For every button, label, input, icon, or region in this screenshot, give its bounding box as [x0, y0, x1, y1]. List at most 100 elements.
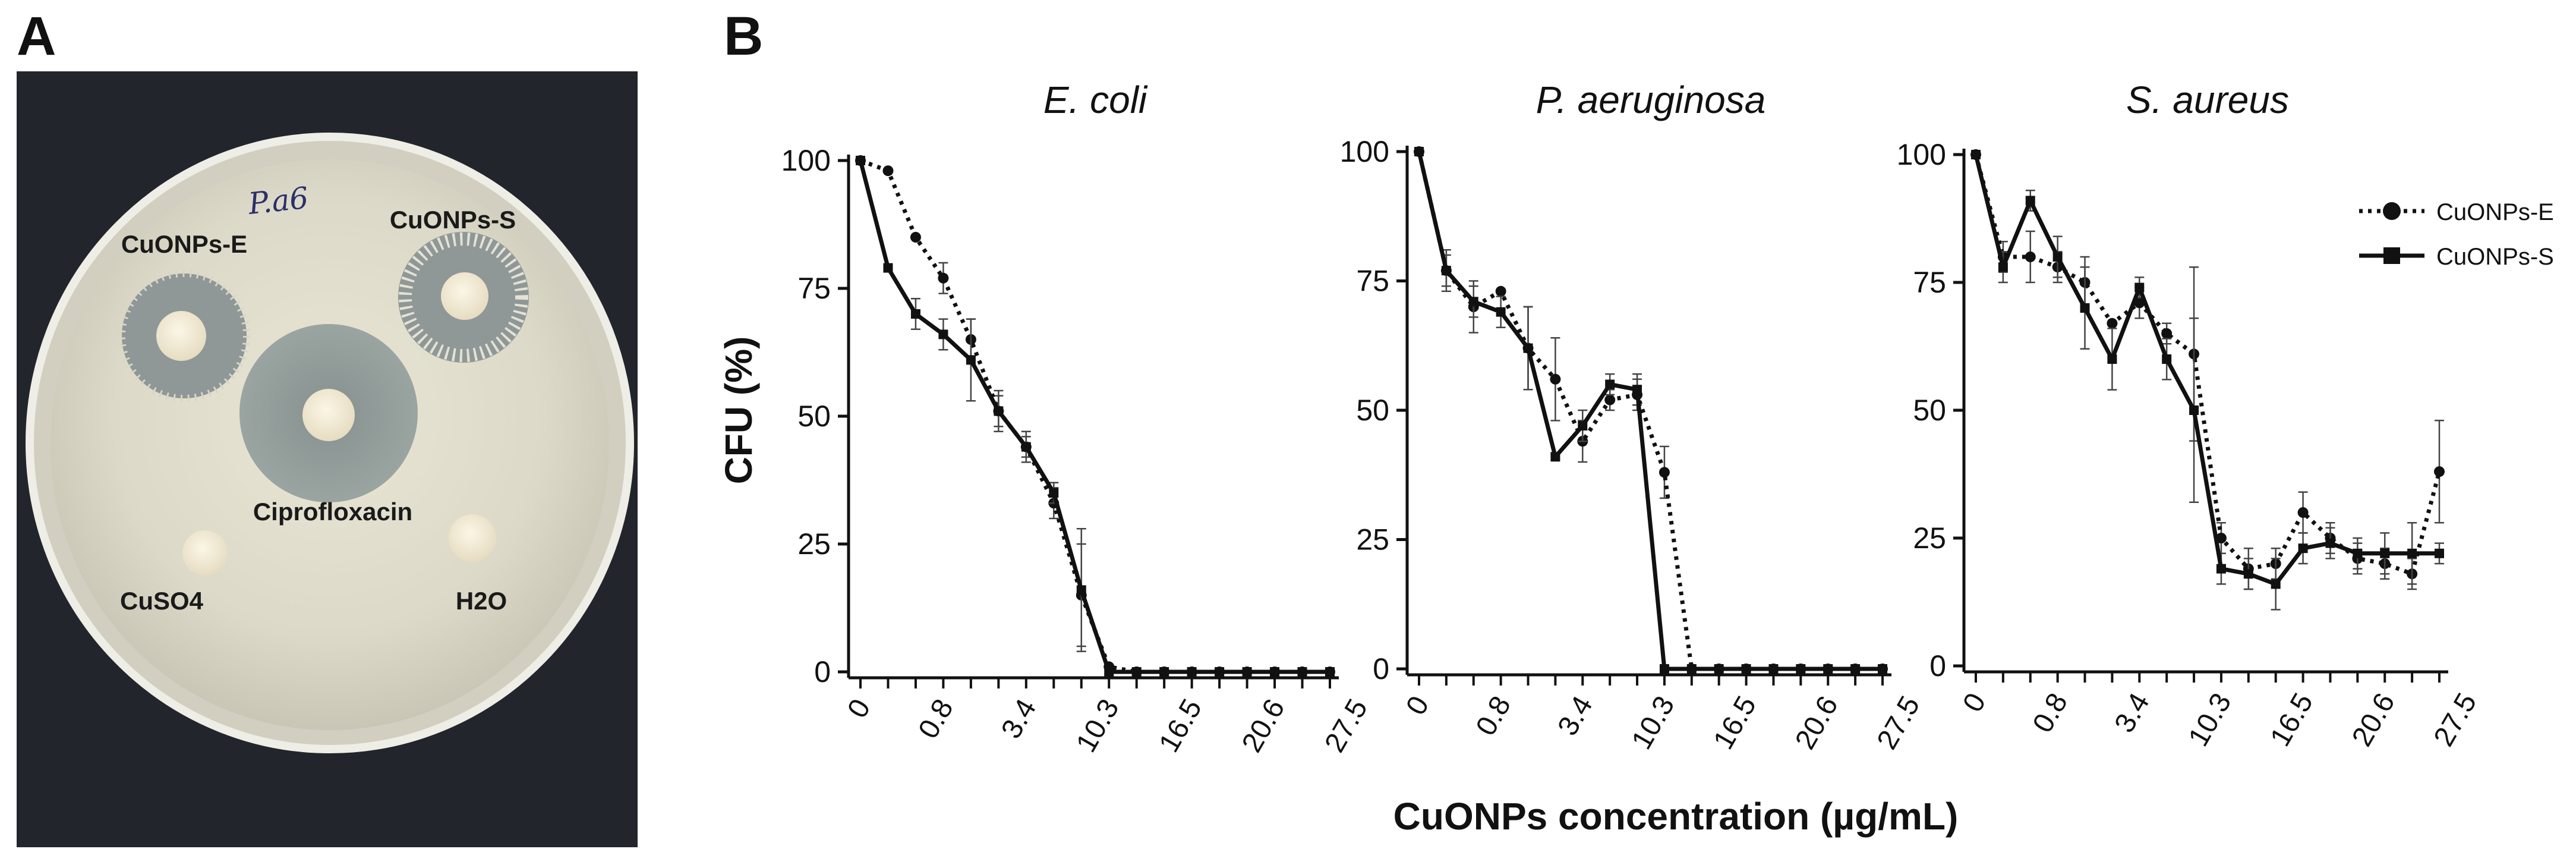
label-ciprofloxacin: Ciprofloxacin: [253, 498, 412, 526]
data-point-square: [1523, 343, 1533, 353]
data-point-square: [2107, 354, 2117, 364]
handwritten-mark: P.a6: [246, 181, 310, 221]
data-point-square: [1796, 664, 1806, 674]
y-tick-label: 75: [1913, 266, 1946, 299]
data-point-square: [2353, 548, 2363, 558]
data-point-square: [856, 156, 865, 165]
series-line: [859, 158, 1330, 674]
data-point-circle: [2215, 533, 2227, 543]
data-point-square: [2271, 579, 2281, 589]
data-point-circle: [1604, 394, 1616, 405]
series-cuonps-s: [856, 156, 1335, 677]
data-point-square: [2216, 564, 2226, 574]
y-tick-label: 100: [1340, 135, 1389, 168]
x-tick-label: 0.8: [2027, 688, 2074, 738]
data-point-circle: [1550, 373, 1561, 385]
legend-marker-square: [2383, 247, 2400, 264]
data-point-square: [2435, 548, 2444, 558]
data-point-square: [2162, 354, 2172, 364]
petri-photo: P.a6 CuONPs-E CuONPs-S Ciprofloxacin CuS…: [17, 71, 638, 847]
data-point-square: [1496, 307, 1506, 317]
x-tick-label: 3.4: [995, 694, 1042, 744]
data-point-square: [1242, 667, 1252, 677]
series-cuonps-s: [1414, 147, 1887, 674]
x-tick-label: 10.3: [2183, 688, 2238, 752]
data-point-square: [1468, 297, 1478, 307]
data-point-square: [2407, 548, 2417, 558]
y-tick-label: 50: [1913, 394, 1946, 427]
data-point-circle: [2297, 507, 2309, 518]
x-tick-label: 0: [1957, 688, 1992, 718]
data-point-square: [2243, 569, 2253, 579]
x-axis-label: CuONPs concentration (µg/mL): [1393, 795, 1959, 838]
data-point-square: [1823, 664, 1833, 674]
y-tick-label: 0: [814, 655, 831, 688]
x-tick-label: 20.6: [1789, 691, 1844, 754]
data-point-square: [1686, 664, 1697, 674]
y-tick-label: 50: [797, 400, 831, 433]
zone-cuonps-e: [118, 270, 250, 402]
disc-cuso4: [182, 530, 228, 576]
x-tick-label: 27.5: [1871, 691, 1927, 754]
x-tick-label: 16.5: [1708, 691, 1763, 754]
data-point-square: [1021, 442, 1031, 452]
data-point-square: [966, 355, 976, 365]
data-point-square: [1076, 585, 1086, 595]
data-point-circle: [1495, 285, 1506, 297]
data-point-square: [2189, 405, 2199, 415]
legend-label-cuonps-e: CuONPs-E: [2436, 199, 2554, 225]
label-h2o: H2O: [456, 587, 507, 615]
label-cuonps-s: CuONPs-S: [390, 206, 516, 234]
data-point-square: [1605, 379, 1615, 389]
series-line: [1417, 151, 1883, 671]
data-point-circle: [938, 272, 949, 284]
data-point-square: [1131, 667, 1142, 677]
x-tick-label: 0: [841, 694, 876, 724]
y-tick-label: 100: [781, 144, 831, 177]
legend-label-cuonps-s: CuONPs-S: [2436, 244, 2554, 270]
series-cuonps-e: [1414, 146, 1888, 674]
data-point-square: [1159, 667, 1169, 677]
data-point-circle: [2107, 317, 2118, 329]
data-point-square: [2325, 538, 2335, 548]
series-line: [1417, 151, 1883, 671]
label-cuonps-e: CuONPs-E: [121, 230, 247, 258]
panel-a-label: A: [17, 6, 56, 67]
x-tick-label: 20.6: [1236, 694, 1291, 757]
x-tick-label: 3.4: [1552, 691, 1599, 741]
data-point-square: [938, 329, 948, 339]
data-point-square: [2025, 196, 2035, 206]
chart-title: E. coli: [1043, 78, 1148, 121]
x-tick-label: 27.5: [2428, 688, 2483, 752]
series-line: [858, 160, 1330, 674]
series-cuonps-s: [1971, 150, 2444, 611]
disc-h2o: [449, 514, 496, 562]
data-point-square: [2298, 543, 2308, 554]
chart-title: S. aureus: [2126, 78, 2289, 121]
y-tick-label: 25: [797, 527, 831, 561]
y-tick-label: 0: [1373, 652, 1389, 686]
x-tick-label: 0: [1400, 691, 1435, 721]
data-point-square: [1714, 664, 1724, 674]
x-tick-label: 0.8: [1470, 691, 1517, 741]
chart-2: S. aureus 0 25 50 75 100 0 0.8 3.4 10.3 16.5 20.6 27…: [1897, 78, 2483, 752]
data-point-square: [1998, 262, 2008, 272]
y-tick-label: 25: [1913, 521, 1946, 555]
data-point-square: [883, 263, 893, 273]
data-point-square: [1550, 452, 1560, 462]
data-point-square: [1850, 664, 1861, 674]
x-tick-label: 27.5: [1319, 694, 1374, 757]
data-point-square: [2134, 282, 2145, 293]
y-tick-label: 25: [1356, 523, 1389, 557]
data-point-square: [2052, 252, 2063, 262]
data-point-circle: [882, 165, 894, 177]
data-point-square: [1270, 667, 1280, 677]
data-point-circle: [1659, 467, 1670, 478]
chart-0: E. coli 0 25 50 75 100 0 0.8 3.4 10.3 16.5 20.6 27.5: [781, 78, 1374, 757]
data-point-square: [910, 309, 920, 319]
data-point-square: [1632, 385, 1642, 395]
data-point-square: [1768, 664, 1779, 674]
y-axis-label: CFU (%): [717, 337, 760, 485]
data-point-circle: [2025, 251, 2036, 262]
